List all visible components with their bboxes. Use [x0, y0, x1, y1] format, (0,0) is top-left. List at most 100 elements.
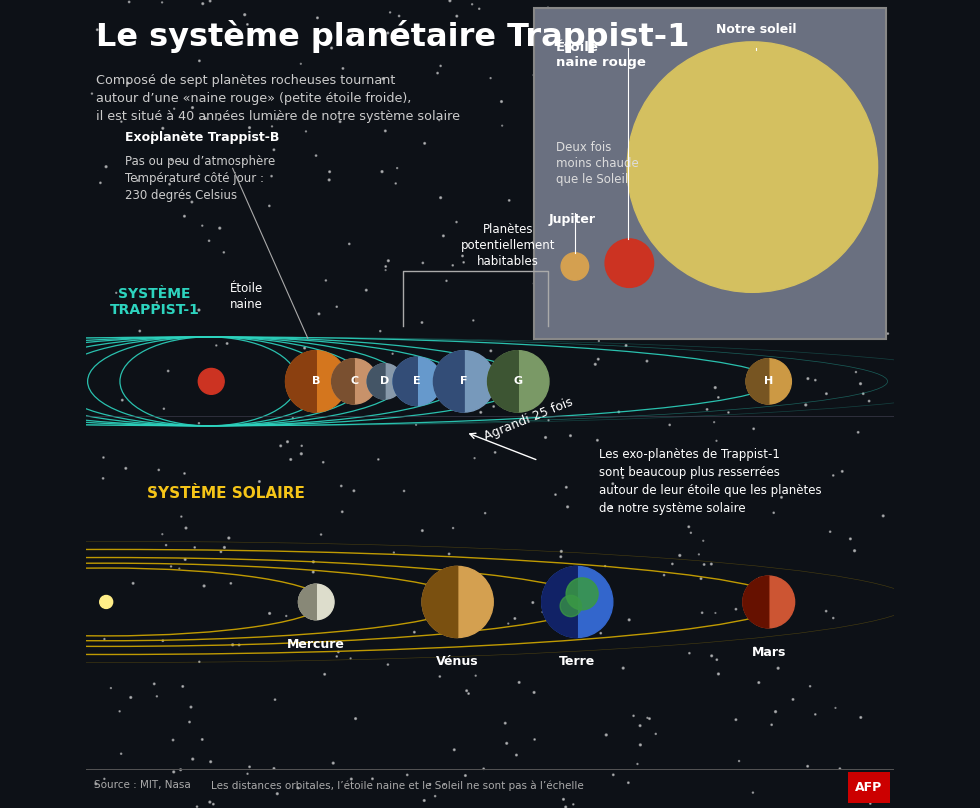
Circle shape: [368, 364, 403, 399]
Point: [389, 162, 405, 175]
Point: [146, 677, 162, 690]
Point: [221, 532, 237, 545]
Point: [171, 288, 186, 301]
Point: [341, 238, 357, 250]
Point: [576, 591, 592, 604]
Text: Planètes
potentiellement
habitables: Planètes potentiellement habitables: [461, 223, 555, 268]
Point: [400, 768, 416, 781]
Point: [614, 471, 630, 484]
Point: [445, 259, 461, 271]
Point: [574, 238, 590, 250]
Point: [550, 109, 565, 122]
Point: [202, 796, 218, 808]
Point: [657, 569, 672, 582]
FancyBboxPatch shape: [848, 772, 890, 803]
Point: [191, 417, 207, 430]
Point: [859, 178, 875, 191]
Point: [664, 558, 680, 570]
Point: [109, 286, 124, 299]
Point: [847, 545, 862, 558]
Point: [629, 757, 645, 770]
Text: Jupiter: Jupiter: [549, 213, 596, 226]
Point: [772, 170, 788, 183]
Point: [465, 0, 480, 11]
Point: [375, 72, 391, 85]
Point: [509, 748, 524, 761]
Point: [825, 469, 841, 482]
Point: [834, 465, 850, 478]
Point: [272, 440, 288, 452]
Point: [558, 801, 573, 808]
Point: [747, 642, 762, 654]
Point: [808, 708, 823, 721]
Point: [388, 177, 404, 190]
Point: [798, 398, 813, 411]
Point: [445, 522, 461, 535]
Point: [409, 419, 424, 431]
Point: [155, 122, 171, 135]
Circle shape: [488, 351, 549, 412]
Point: [416, 794, 432, 807]
Point: [726, 324, 742, 337]
Point: [835, 59, 851, 72]
Point: [848, 365, 863, 378]
Point: [628, 321, 644, 334]
Point: [502, 194, 517, 207]
Point: [114, 747, 129, 760]
Point: [866, 91, 882, 104]
Point: [704, 650, 719, 663]
Point: [311, 385, 326, 398]
Point: [827, 276, 843, 289]
Point: [467, 669, 483, 682]
Point: [856, 387, 871, 400]
Point: [632, 739, 648, 751]
Point: [658, 155, 673, 168]
Point: [459, 684, 474, 697]
Point: [836, 124, 852, 137]
Point: [862, 797, 878, 808]
Point: [725, 104, 741, 117]
Point: [267, 762, 282, 775]
Point: [310, 11, 325, 24]
Point: [765, 316, 781, 329]
Point: [172, 764, 188, 776]
Text: Pas ou peu d’atmosphère
Température côté jour :
230 degrés Celsius: Pas ou peu d’atmosphère Température côté…: [124, 155, 275, 202]
Point: [711, 469, 727, 482]
Point: [283, 453, 299, 466]
Point: [463, 393, 478, 406]
Circle shape: [331, 359, 377, 404]
Circle shape: [561, 595, 581, 617]
Point: [191, 168, 207, 181]
Point: [184, 101, 200, 114]
Bar: [534, 8, 886, 339]
Wedge shape: [542, 566, 577, 638]
Point: [525, 236, 541, 249]
Point: [665, 328, 681, 341]
Point: [589, 65, 605, 78]
Circle shape: [100, 595, 113, 608]
Point: [121, 77, 136, 90]
Point: [262, 200, 277, 213]
Point: [644, 208, 660, 221]
Point: [473, 406, 489, 419]
Point: [630, 154, 646, 167]
Point: [96, 772, 112, 785]
Point: [433, 191, 449, 204]
Point: [242, 760, 258, 773]
Point: [439, 275, 455, 288]
Point: [97, 633, 113, 646]
Text: Deux fois
moins chaude
que le Soleil: Deux fois moins chaude que le Soleil: [556, 141, 638, 186]
Point: [585, 133, 601, 146]
Point: [433, 60, 449, 73]
Point: [198, 112, 214, 125]
Text: G: G: [514, 377, 523, 386]
Point: [211, 113, 226, 126]
Point: [526, 277, 542, 290]
Point: [231, 638, 247, 651]
Point: [279, 436, 295, 448]
Point: [431, 391, 447, 404]
Point: [559, 481, 574, 494]
Wedge shape: [743, 576, 768, 628]
Point: [242, 121, 258, 134]
Point: [610, 59, 625, 72]
